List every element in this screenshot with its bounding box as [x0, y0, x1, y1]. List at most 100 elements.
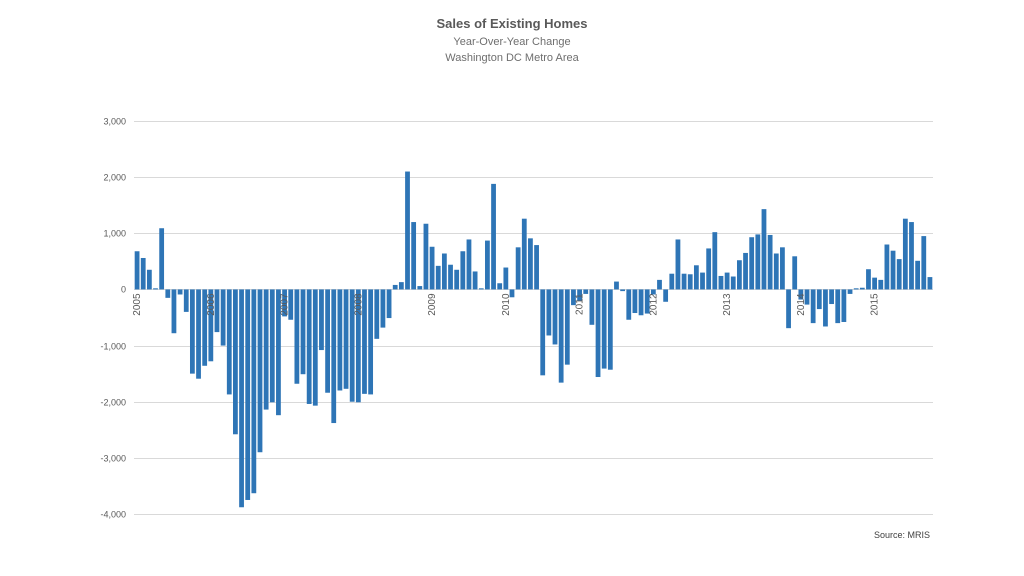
source-note: Source: MRIS — [873, 530, 930, 540]
bar — [614, 281, 619, 290]
bar — [140, 257, 146, 290]
y-tick-label: 3,000 — [103, 117, 126, 127]
bar — [429, 246, 435, 290]
bar — [226, 289, 232, 395]
bar — [626, 289, 632, 320]
x-tick-label: 2011 — [575, 293, 586, 315]
bar — [577, 289, 582, 301]
bar — [902, 218, 908, 290]
bar — [921, 236, 927, 290]
bar — [325, 289, 330, 393]
bar — [362, 289, 367, 394]
bar — [534, 245, 539, 290]
bar — [583, 289, 589, 294]
bar — [276, 289, 281, 416]
bar — [650, 289, 656, 295]
bar — [681, 273, 687, 290]
bar — [595, 289, 601, 378]
bar — [712, 232, 718, 290]
chart-header: Sales of Existing Homes Year-Over-Year C… — [0, 14, 1024, 66]
bar — [398, 282, 404, 290]
bar — [183, 289, 189, 312]
bar — [312, 289, 318, 406]
x-tick-label: 2006 — [206, 293, 217, 316]
bar — [853, 288, 859, 290]
bar — [724, 272, 730, 290]
chart-title: Sales of Existing Homes — [436, 16, 588, 31]
bar — [239, 289, 244, 508]
bar — [571, 289, 576, 306]
bar — [718, 275, 724, 290]
bar — [189, 289, 195, 374]
bar — [866, 269, 871, 290]
bar — [638, 289, 644, 316]
bar — [792, 256, 798, 290]
bar — [540, 289, 546, 376]
x-tick-label: 2009 — [427, 293, 438, 316]
bar — [687, 274, 693, 290]
bar — [737, 260, 742, 290]
bar — [810, 289, 816, 324]
bar — [349, 289, 355, 402]
bar — [835, 289, 841, 324]
bar — [515, 247, 521, 290]
bar — [589, 289, 595, 325]
y-axis: 3,000 2,000 1,000 0 -1,000 -2,000 -3,000 -4,000 — [100, 117, 126, 520]
bar — [300, 289, 306, 375]
bar — [214, 289, 220, 333]
bar — [491, 183, 496, 290]
bar — [386, 289, 392, 319]
bar — [355, 289, 361, 403]
bar — [441, 253, 447, 290]
bar — [663, 289, 669, 302]
bar — [257, 289, 263, 453]
bar — [872, 277, 877, 290]
x-tick-label: 2013 — [722, 293, 733, 316]
x-tick-label: 2010 — [501, 293, 512, 316]
bar — [405, 171, 410, 290]
bar — [208, 289, 214, 362]
bar — [177, 289, 183, 295]
bar — [773, 253, 779, 290]
bar — [509, 289, 515, 298]
bar — [269, 289, 275, 403]
bar — [159, 228, 165, 290]
x-tick-label: 2014 — [796, 293, 807, 316]
bar — [368, 289, 374, 395]
bar — [816, 289, 822, 310]
bar — [220, 289, 226, 346]
bar — [804, 289, 810, 305]
bar — [337, 289, 343, 391]
y-tick-label: 2,000 — [103, 173, 126, 183]
bar — [331, 289, 337, 424]
bar — [497, 283, 503, 290]
bar — [620, 289, 626, 292]
bar — [601, 289, 607, 369]
bar — [196, 289, 201, 379]
x-tick-label: 2007 — [280, 293, 291, 316]
bar — [319, 289, 324, 351]
bar — [478, 288, 484, 290]
bar — [558, 289, 564, 383]
bar — [503, 267, 509, 290]
y-tick-label: -3,000 — [100, 454, 126, 464]
bar — [896, 259, 902, 290]
y-tick-label: -2,000 — [100, 398, 126, 408]
y-tick-label: -1,000 — [100, 342, 126, 352]
bar — [884, 244, 890, 290]
bar — [915, 260, 921, 290]
bar — [306, 289, 312, 404]
bar — [485, 240, 490, 290]
bar — [841, 289, 847, 322]
x-axis: 2005 2006 2007 2008 2009 2010 2011 2012 2013 2014… — [132, 293, 881, 316]
bar — [675, 239, 681, 290]
y-tick-label: 1,000 — [103, 229, 126, 239]
bar — [380, 289, 386, 328]
bar — [245, 289, 251, 500]
bar — [607, 289, 613, 370]
bar — [134, 251, 140, 290]
bar — [829, 289, 834, 305]
bar — [780, 247, 785, 290]
chart-subtitle-region: Washington DC Metro Area — [445, 52, 579, 64]
